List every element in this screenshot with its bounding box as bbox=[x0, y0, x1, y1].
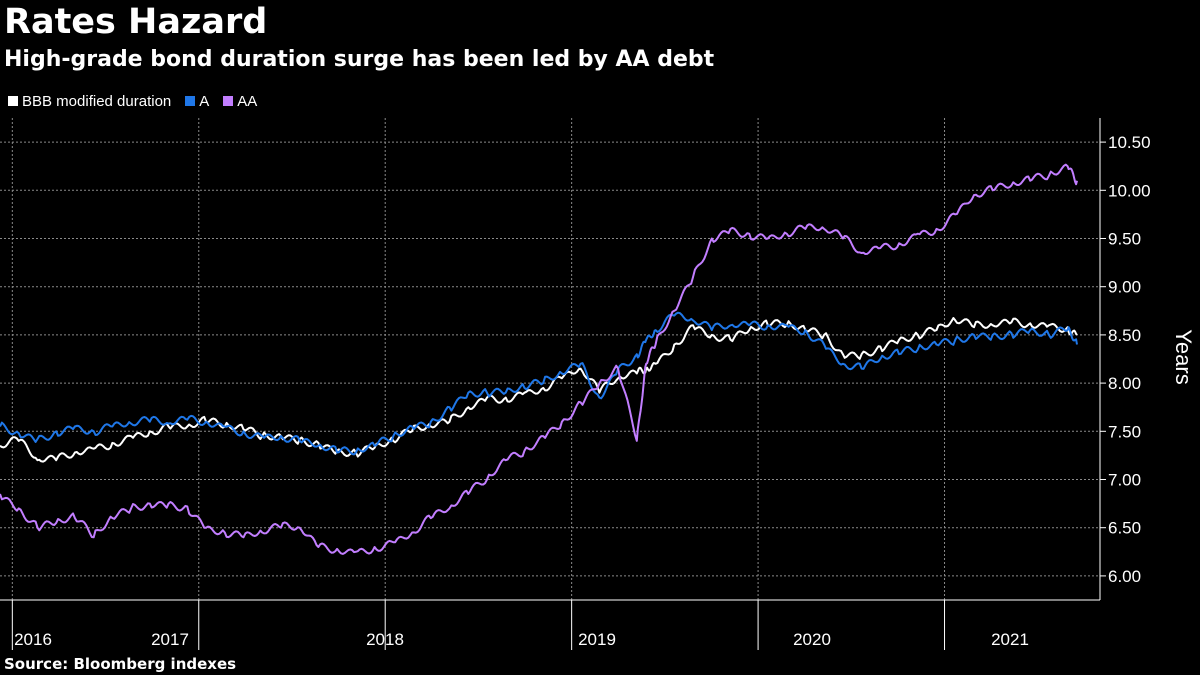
y-tick-label: 6.50 bbox=[1108, 519, 1141, 538]
y-tick-label: 9.00 bbox=[1108, 278, 1141, 297]
legend-label-bbb: BBB modified duration bbox=[22, 92, 172, 110]
legend: BBB modified duration A AA bbox=[8, 90, 271, 112]
x-tick-label: 2017 bbox=[151, 630, 189, 649]
legend-item-bbb: BBB modified duration bbox=[8, 93, 171, 110]
x-tick-label: 2016 bbox=[14, 630, 52, 649]
series-line-a bbox=[0, 311, 1078, 456]
x-tick-label: 2018 bbox=[366, 630, 404, 649]
series-line-aa bbox=[0, 163, 1078, 555]
legend-item-a: A bbox=[185, 93, 209, 110]
y-axis-label: Years bbox=[1171, 329, 1196, 384]
y-tick-label: 9.50 bbox=[1108, 230, 1141, 249]
series-line-bbb-modified-duration bbox=[0, 317, 1078, 463]
y-tick-label: 6.00 bbox=[1108, 567, 1141, 586]
x-tick-label: 2020 bbox=[793, 630, 831, 649]
chart-subtitle: High-grade bond duration surge has been … bbox=[4, 47, 715, 72]
source-note: Source: Bloomberg indexes bbox=[4, 655, 237, 673]
y-tick-label: 7.50 bbox=[1108, 422, 1141, 441]
axes: 6.00 6.50 7.00 7.50 8.00 8.50 9.00 9.50 10.00 10.… bbox=[0, 118, 1151, 650]
y-tick-label: 8.00 bbox=[1108, 374, 1141, 393]
legend-swatch-aa bbox=[223, 96, 234, 106]
x-tick-label: 2019 bbox=[578, 630, 616, 649]
series-lines bbox=[0, 163, 1078, 555]
y-tick-label: 8.50 bbox=[1108, 326, 1141, 345]
legend-swatch-bbb bbox=[8, 96, 18, 106]
legend-swatch-a bbox=[185, 96, 196, 106]
legend-label-a: A bbox=[199, 92, 210, 110]
grid-lines bbox=[0, 118, 1100, 600]
y-tick-label: 10.00 bbox=[1108, 181, 1151, 200]
y-tick-label: 7.00 bbox=[1108, 471, 1141, 490]
legend-item-aa: AA bbox=[223, 93, 257, 110]
y-tick-label: 10.50 bbox=[1108, 133, 1151, 152]
x-tick-label: 2021 bbox=[991, 630, 1029, 649]
chart-title: Rates Hazard bbox=[4, 2, 268, 42]
legend-label-aa: AA bbox=[237, 92, 258, 110]
